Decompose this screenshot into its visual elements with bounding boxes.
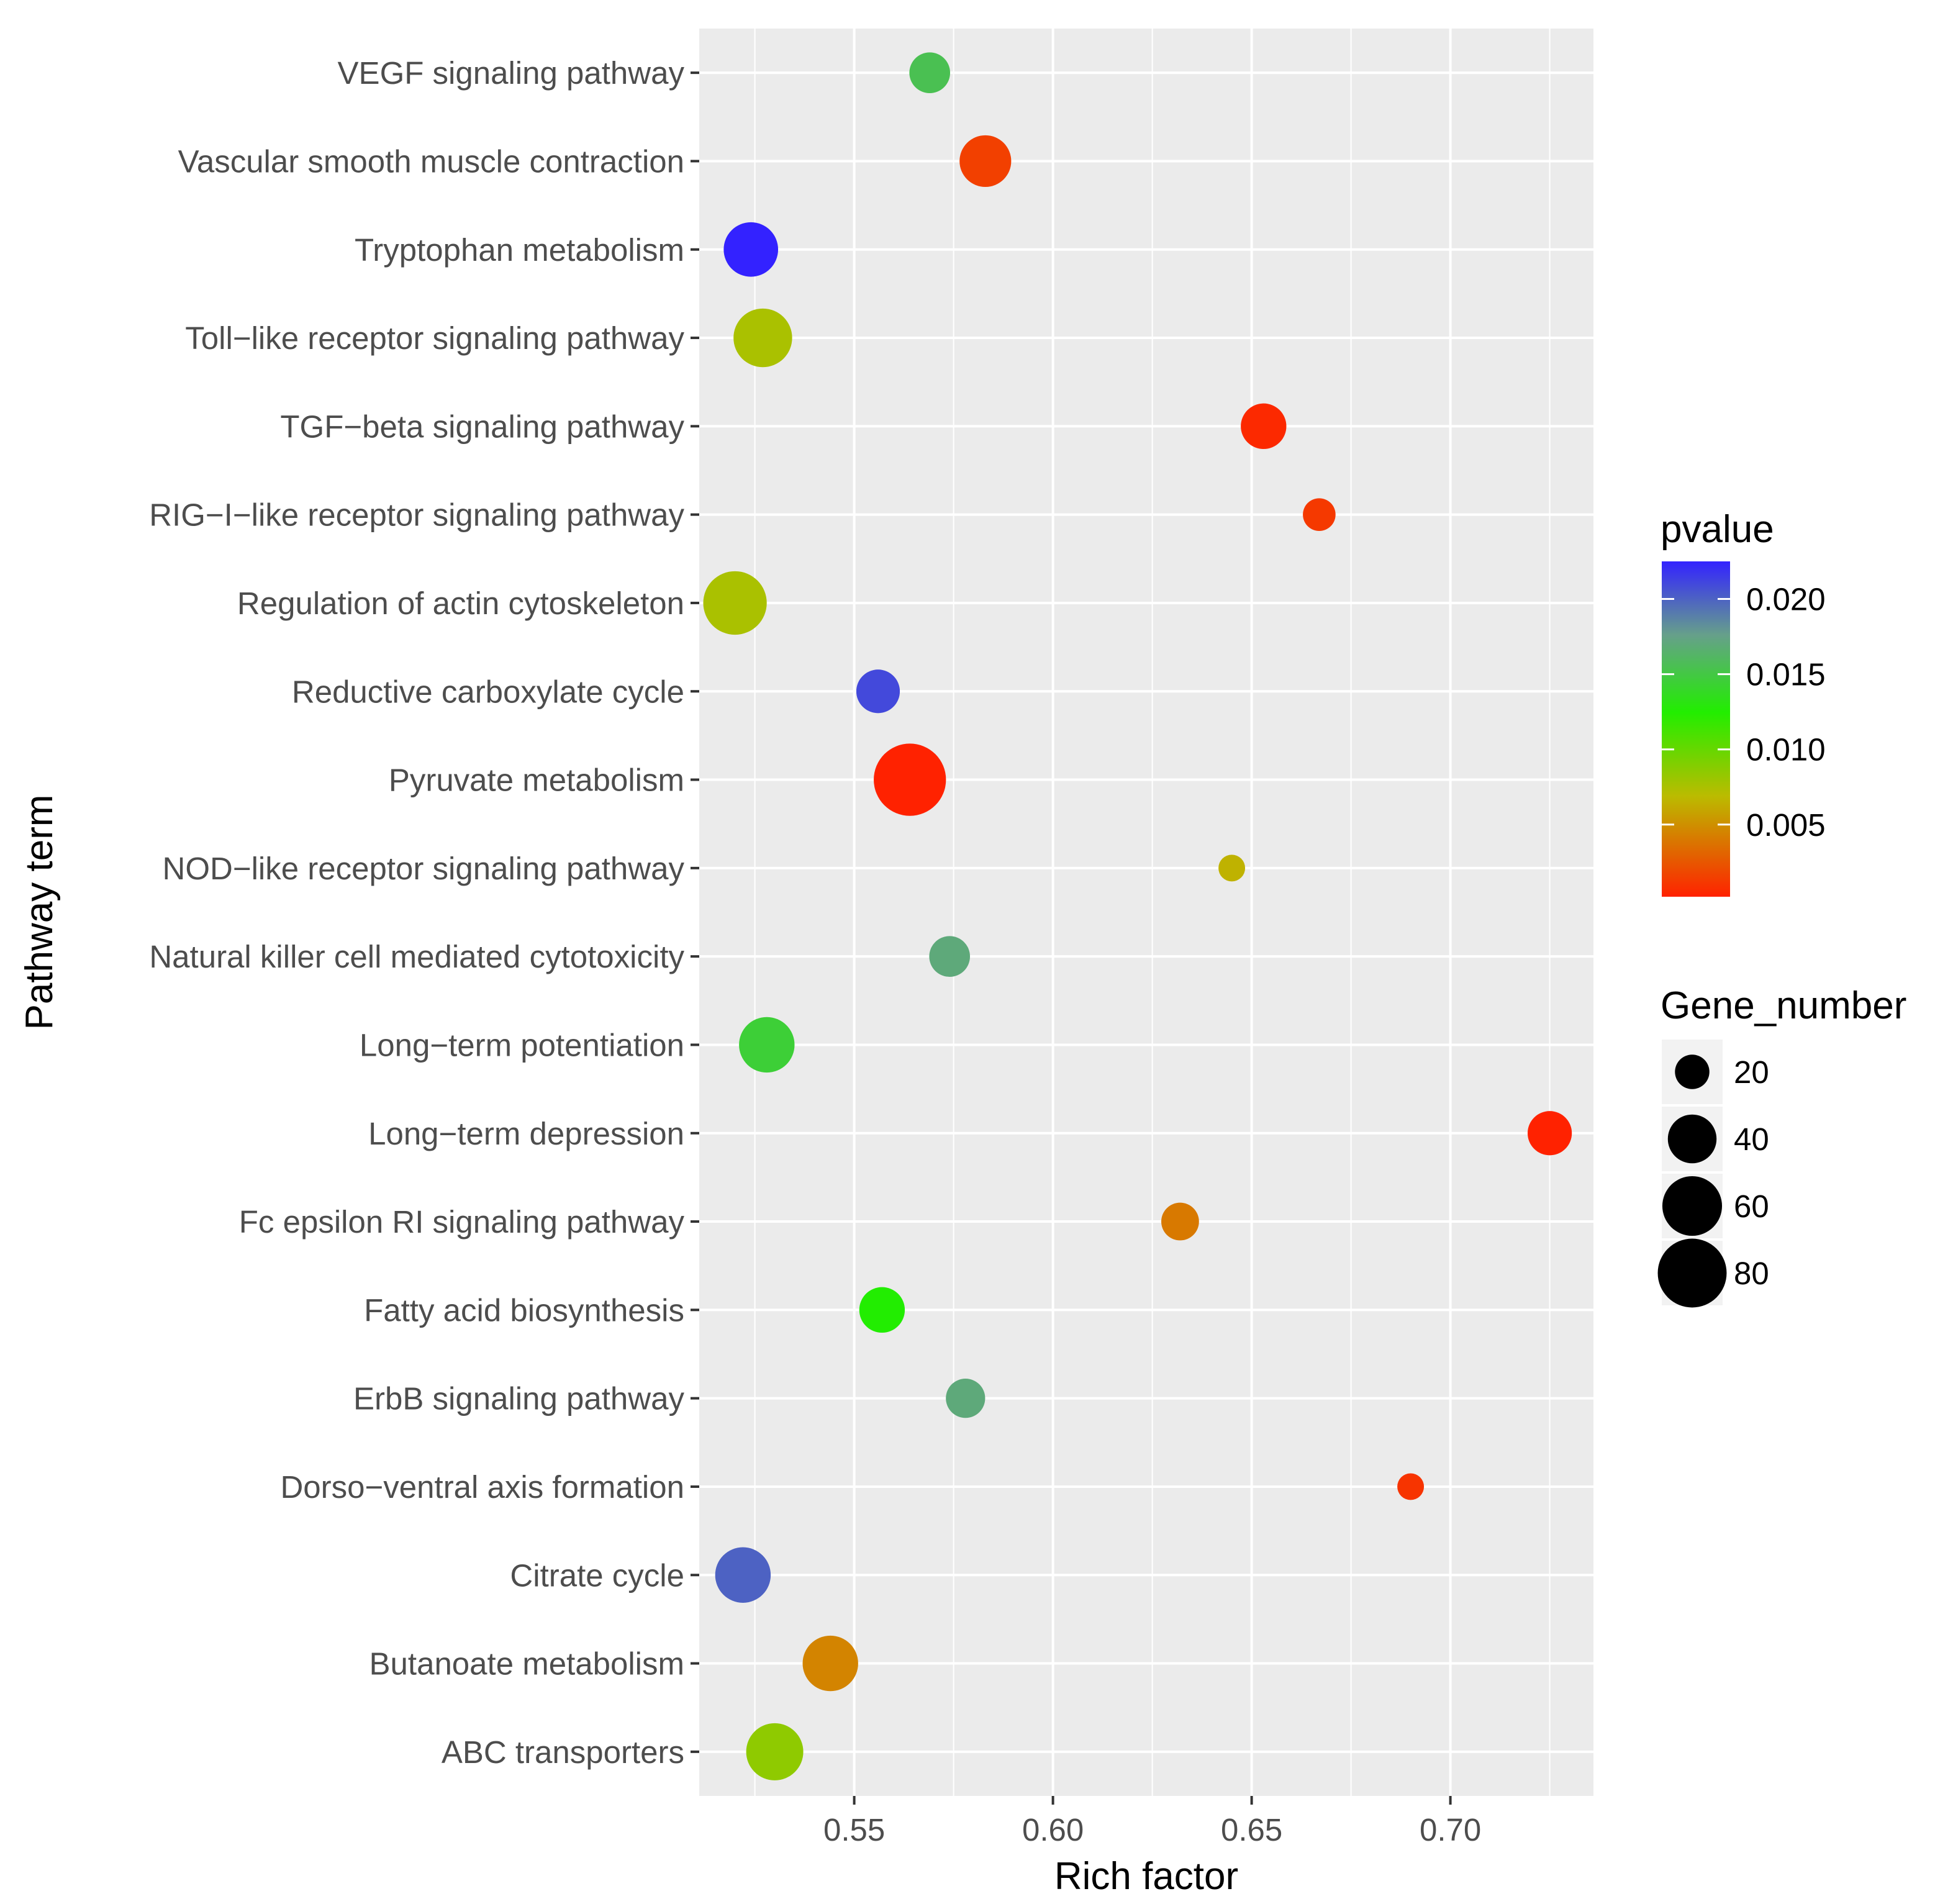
data-point — [802, 1635, 858, 1692]
gene-number-legend: Gene_number 20 40 60 80 — [1657, 984, 1906, 1308]
data-point — [746, 1723, 804, 1780]
data-point — [1397, 1473, 1425, 1500]
y-tick-label: Dorso−ventral axis formation — [280, 1469, 684, 1505]
x-tick-label: 0.70 — [1420, 1812, 1481, 1847]
gene-number-legend-title: Gene_number — [1661, 984, 1906, 1027]
x-tick-label: 0.55 — [823, 1812, 885, 1847]
y-tick-label: Fatty acid biosynthesis — [364, 1292, 684, 1328]
colorbar-tick-label: 0.020 — [1746, 582, 1826, 617]
data-point — [1527, 1111, 1572, 1156]
colorbar-tick-label: 0.010 — [1746, 732, 1826, 768]
size-legend-key-dot — [1662, 1176, 1723, 1236]
y-tick-label: Long−term potentiation — [360, 1027, 684, 1063]
data-point — [1303, 498, 1336, 531]
y-tick-label: RIG−I−like receptor signaling pathway — [149, 497, 684, 533]
y-tick-label: Citrate cycle — [510, 1557, 684, 1593]
y-tick-label: Pyruvate metabolism — [389, 763, 684, 798]
data-point — [856, 669, 900, 714]
y-axis: ABC transporters Butanoate metabolism Citr… — [149, 55, 699, 1770]
data-point — [909, 52, 951, 93]
x-tick-label: 0.65 — [1221, 1812, 1282, 1847]
data-point — [1241, 403, 1287, 450]
colorbar-tick-label: 0.005 — [1746, 807, 1826, 843]
data-point — [723, 222, 779, 277]
minor-gridlines — [754, 29, 1551, 1796]
y-tick-label: Toll−like receptor signaling pathway — [185, 320, 684, 356]
y-axis-title: Pathway term — [18, 794, 61, 1030]
y-tick-label: Fc epsilon RI signaling pathway — [239, 1204, 685, 1240]
data-point — [1161, 1202, 1199, 1241]
colorbar-tick-label: 0.015 — [1746, 657, 1826, 692]
size-legend-label: 60 — [1734, 1189, 1769, 1224]
y-tick-label: TGF−beta signaling pathway — [280, 409, 684, 444]
plot-panel — [699, 29, 1593, 1796]
y-tick-label: Natural killer cell mediated cytotoxicit… — [149, 939, 684, 974]
pvalue-colorbar — [1662, 561, 1730, 897]
data-point — [946, 1379, 986, 1418]
y-tick-label: ABC transporters — [442, 1734, 684, 1770]
data-points — [703, 52, 1572, 1780]
y-tick-label: Reductive carboxylate cycle — [292, 674, 684, 709]
data-point — [874, 743, 946, 816]
y-tick-label: Butanoate metabolism — [369, 1646, 684, 1682]
data-point — [715, 1547, 771, 1603]
x-axis-title: Rich factor — [1054, 1855, 1238, 1898]
x-axis: 0.55 0.60 0.65 0.70 — [823, 1796, 1481, 1847]
size-legend-key-dot — [1675, 1054, 1710, 1089]
pvalue-legend-title: pvalue — [1661, 508, 1774, 551]
y-tick-label: NOD−like receptor signaling pathway — [162, 851, 684, 886]
size-legend-label: 80 — [1734, 1256, 1769, 1291]
data-point — [703, 571, 767, 635]
data-point — [959, 135, 1012, 188]
y-tick-label: Regulation of actin cytoskeleton — [237, 586, 684, 621]
size-legend-key-dot — [1667, 1114, 1717, 1164]
y-tick-label: Long−term depression — [368, 1116, 684, 1151]
major-gridlines — [699, 29, 1593, 1796]
data-point — [929, 936, 971, 977]
y-tick-label: Tryptophan metabolism — [355, 232, 684, 268]
data-point — [733, 308, 792, 368]
data-point — [739, 1017, 795, 1073]
y-tick-label: ErbB signaling pathway — [353, 1381, 684, 1417]
pvalue-legend-ticks: 0.020 0.015 0.010 0.005 — [1662, 582, 1826, 843]
size-legend-label: 20 — [1734, 1054, 1769, 1090]
gene-number-legend-keys: 20 40 60 80 — [1657, 1040, 1769, 1308]
data-point — [1218, 855, 1246, 882]
data-point — [859, 1287, 905, 1333]
pvalue-legend: pvalue 0.020 0.015 0.010 0.005 — [1661, 508, 1826, 897]
y-tick-label: Vascular smooth muscle contraction — [178, 143, 684, 179]
x-tick-label: 0.60 — [1022, 1812, 1084, 1847]
size-legend-key-dot — [1657, 1238, 1727, 1308]
y-tick-label: VEGF signaling pathway — [338, 55, 685, 91]
size-legend-label: 40 — [1734, 1122, 1769, 1157]
